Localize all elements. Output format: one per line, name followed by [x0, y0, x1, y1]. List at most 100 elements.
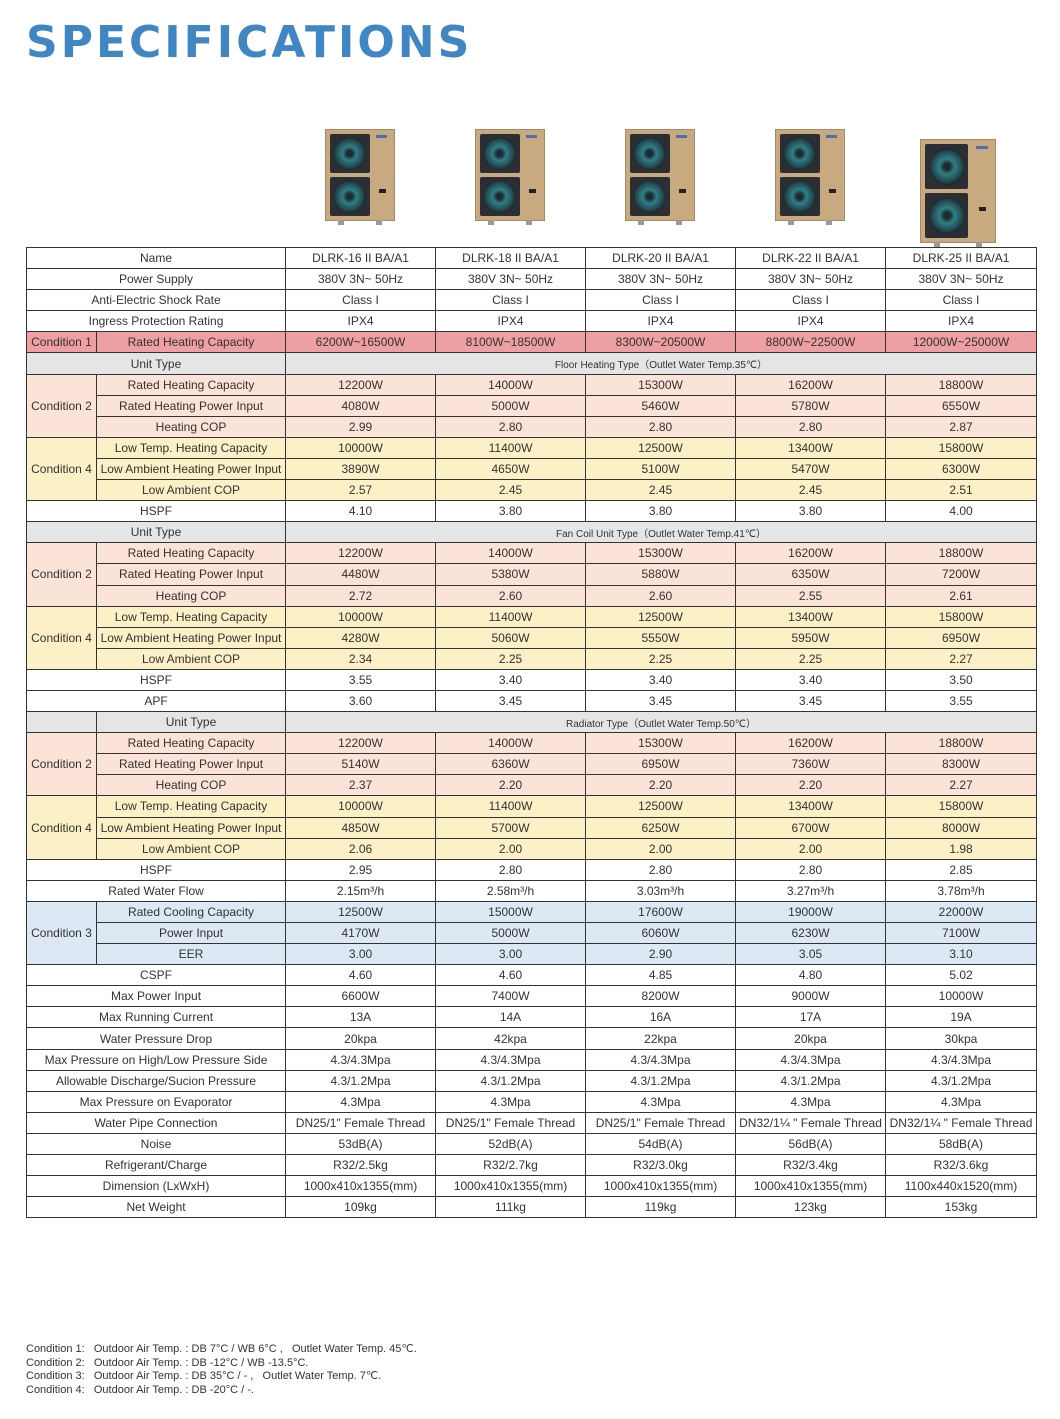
value-cell: 2.25: [436, 648, 586, 669]
row-label: Name: [27, 248, 286, 269]
value-cell: 7400W: [436, 986, 586, 1007]
value-cell: R32/3.4kg: [736, 1155, 886, 1176]
value-cell: 6950W: [586, 754, 736, 775]
fan-icon: [925, 193, 968, 238]
fan-icon: [330, 177, 369, 217]
value-cell: 6060W: [586, 923, 736, 944]
value-cell: 2.57: [286, 480, 436, 501]
table-row: CSPF4.604.604.854.805.02: [27, 965, 1037, 986]
heat-pump-unit-image: [475, 129, 545, 221]
value-cell: 3.80: [436, 501, 586, 522]
brand-logo: [976, 146, 988, 149]
value-cell: 15300W: [586, 374, 736, 395]
fan-icon: [780, 134, 819, 174]
value-cell: 4.00: [886, 501, 1037, 522]
specifications-table: NameDLRK-16 II BA/A1DLRK-18 II BA/A1DLRK…: [26, 247, 1037, 1218]
row-label: Heating COP: [97, 585, 286, 606]
value-cell: 3.03m³/h: [586, 880, 736, 901]
value-cell: 5950W: [736, 627, 886, 648]
row-label: Net Weight: [27, 1197, 286, 1218]
fan-icon: [480, 134, 519, 174]
value-cell: 10000W: [886, 986, 1037, 1007]
value-cell: 17A: [736, 1007, 886, 1028]
value-cell: 52dB(A): [436, 1133, 586, 1154]
value-cell: 18800W: [886, 374, 1037, 395]
fan-icon: [925, 144, 968, 189]
heat-pump-unit-image: [325, 129, 395, 221]
value-cell: 4.3/1.2Mpa: [436, 1070, 586, 1091]
value-cell: 15800W: [886, 796, 1037, 817]
table-row: Condition 2Rated Heating Capacity12200W1…: [27, 733, 1037, 754]
empty-cell: [27, 712, 97, 733]
value-cell: 5460W: [586, 395, 736, 416]
value-cell: 4.85: [586, 965, 736, 986]
value-cell: 3.50: [886, 669, 1037, 690]
row-label: HSPF: [27, 501, 286, 522]
value-cell: 18800W: [886, 733, 1037, 754]
row-label: Refrigerant/Charge: [27, 1155, 286, 1176]
value-cell: 8200W: [586, 986, 736, 1007]
heat-pump-unit-image: [920, 139, 996, 243]
condition-label: Condition 4: [27, 796, 97, 859]
port-icon: [679, 189, 686, 193]
value-cell: 12200W: [286, 733, 436, 754]
value-cell: 4080W: [286, 395, 436, 416]
value-cell: 123kg: [736, 1197, 886, 1218]
value-cell: 3.05: [736, 944, 886, 965]
unit-type-value: Floor Heating Type（Outlet Water Temp.35℃…: [286, 353, 1037, 374]
value-cell: 5140W: [286, 754, 436, 775]
value-cell: 15000W: [436, 901, 586, 922]
value-cell: IPX4: [436, 311, 586, 332]
value-cell: 6300W: [886, 458, 1037, 479]
value-cell: 10000W: [286, 606, 436, 627]
table-row: Condition 4Low Temp. Heating Capacity100…: [27, 606, 1037, 627]
value-cell: 6700W: [736, 817, 886, 838]
value-cell: 2.20: [736, 775, 886, 796]
row-label: CSPF: [27, 965, 286, 986]
value-cell: 30kpa: [886, 1028, 1037, 1049]
value-cell: 2.00: [586, 838, 736, 859]
port-icon: [829, 189, 836, 193]
value-cell: DLRK-25 II BA/A1: [886, 248, 1037, 269]
value-cell: 20kpa: [286, 1028, 436, 1049]
value-cell: 3.60: [286, 690, 436, 711]
value-cell: 14000W: [436, 374, 586, 395]
value-cell: 6600W: [286, 986, 436, 1007]
value-cell: 4.3Mpa: [886, 1091, 1037, 1112]
value-cell: 111kg: [436, 1197, 586, 1218]
condition-label: Condition 3: [27, 901, 97, 964]
row-label: Max Pressure on Evaporator: [27, 1091, 286, 1112]
table-row: Allowable Discharge/Sucion Pressure4.3/1…: [27, 1070, 1037, 1091]
row-label: Dimension (LxWxH): [27, 1176, 286, 1197]
value-cell: 2.99: [286, 416, 436, 437]
value-cell: 5470W: [736, 458, 886, 479]
value-cell: 6250W: [586, 817, 736, 838]
value-cell: 1000x410x1355(mm): [436, 1176, 586, 1197]
heat-pump-unit-image: [625, 129, 695, 221]
table-row: Anti-Electric Shock RateClass IClass ICl…: [27, 290, 1037, 311]
value-cell: 2.72: [286, 585, 436, 606]
value-cell: 11400W: [436, 796, 586, 817]
value-cell: 3.40: [436, 669, 586, 690]
table-row: Max Pressure on Evaporator4.3Mpa4.3Mpa4.…: [27, 1091, 1037, 1112]
row-label: Low Temp. Heating Capacity: [97, 606, 286, 627]
value-cell: 3.55: [286, 669, 436, 690]
value-cell: 19A: [886, 1007, 1037, 1028]
value-cell: Class I: [736, 290, 886, 311]
value-cell: 4.3Mpa: [586, 1091, 736, 1112]
row-label: Rated Heating Power Input: [97, 395, 286, 416]
value-cell: 54dB(A): [586, 1133, 736, 1154]
value-cell: 2.34: [286, 648, 436, 669]
value-cell: 15800W: [886, 437, 1037, 458]
value-cell: 10000W: [286, 437, 436, 458]
value-cell: 4.3/1.2Mpa: [586, 1070, 736, 1091]
table-row: Low Ambient COP2.572.452.452.452.51: [27, 480, 1037, 501]
row-label: Ingress Protection Rating: [27, 311, 286, 332]
value-cell: 2.45: [736, 480, 886, 501]
value-cell: 3.45: [736, 690, 886, 711]
value-cell: DN25/1" Female Thread: [286, 1112, 436, 1133]
value-cell: 2.00: [736, 838, 886, 859]
row-label: Rated Heating Power Input: [97, 564, 286, 585]
table-row: Low Ambient Heating Power Input4850W5700…: [27, 817, 1037, 838]
value-cell: 5700W: [436, 817, 586, 838]
